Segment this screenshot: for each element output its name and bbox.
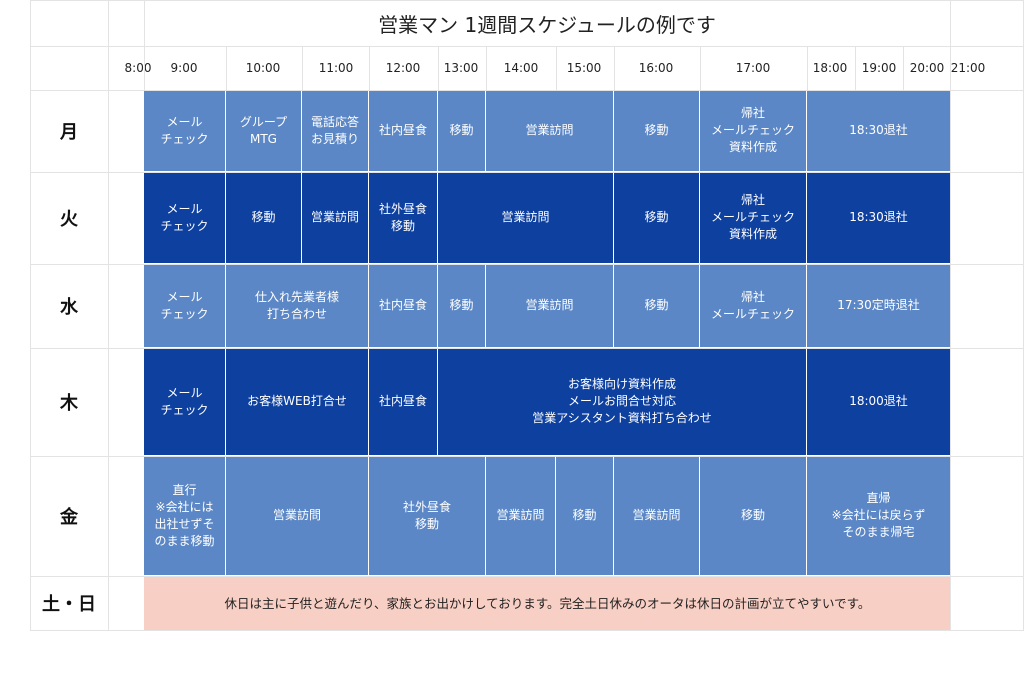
event-thu-desk-work: お客様向け資料作成 メールお問合せ対応 営業アシスタント資料打ち合わせ <box>438 348 807 456</box>
event-mon-phone-estimate: 電話応答 お見積り <box>302 90 369 172</box>
event-tue-move: 移動 <box>226 172 302 264</box>
grid-line <box>30 0 1024 1</box>
day-label-mon: 月 <box>60 122 78 143</box>
event-mon-move-2: 移動 <box>614 90 700 172</box>
grid-line <box>30 456 1024 457</box>
event-tue-mail-check: メール チェック <box>144 172 226 264</box>
time-label-10: 10:00 <box>245 61 281 75</box>
grid-line <box>226 46 227 90</box>
event-thu-web-meeting: お客様WEB打合せ <box>226 348 369 456</box>
time-label-18: 18:00 <box>812 61 848 75</box>
time-label-19: 19:00 <box>861 61 897 75</box>
grid-line <box>144 0 145 90</box>
grid-line <box>30 46 1024 47</box>
day-label-weekend: 土・日 <box>42 594 96 615</box>
event-wed-leave: 17:30定時退社 <box>807 264 951 348</box>
day-label-fri: 金 <box>60 507 78 528</box>
event-wed-mail-check: メール チェック <box>144 264 226 348</box>
event-fri-sales-visit-3: 営業訪問 <box>614 456 700 576</box>
time-label-15: 15:00 <box>566 61 602 75</box>
grid-line <box>30 264 1024 265</box>
event-wed-move-2: 移動 <box>614 264 700 348</box>
time-label-11: 11:00 <box>318 61 354 75</box>
event-wed-sales-visit: 営業訪問 <box>486 264 614 348</box>
time-label-16: 16:00 <box>638 61 674 75</box>
grid-line <box>30 90 1024 91</box>
event-mon-sales-visit: 営業訪問 <box>486 90 614 172</box>
event-fri-move: 移動 <box>556 456 614 576</box>
event-mon-lunch: 社内昼食 <box>369 90 438 172</box>
grid-line <box>950 0 951 630</box>
grid-line <box>108 0 109 630</box>
day-label-thu: 木 <box>60 393 78 414</box>
time-label-8: 8:00 <box>124 61 152 75</box>
grid-line <box>369 46 370 90</box>
grid-line <box>302 46 303 90</box>
event-tue-move-2: 移動 <box>614 172 700 264</box>
grid-line <box>30 0 31 630</box>
grid-line <box>903 46 904 90</box>
grid-line <box>700 46 701 90</box>
event-fri-lunch-out: 社外昼食 移動 <box>369 456 486 576</box>
time-label-9: 9:00 <box>170 61 198 75</box>
time-label-17: 17:00 <box>735 61 771 75</box>
grid-line <box>807 46 808 90</box>
event-tue-leave: 18:30退社 <box>807 172 951 264</box>
event-tue-return-office: 帰社 メールチェック 資料作成 <box>700 172 807 264</box>
day-label-wed: 水 <box>60 297 78 318</box>
time-label-13: 13:00 <box>443 61 479 75</box>
day-label-tue: 火 <box>60 209 78 230</box>
page-title: 営業マン 1週間スケジュールの例です <box>378 12 716 37</box>
event-tue-lunch-out: 社外昼食 移動 <box>369 172 438 264</box>
time-label-14: 14:00 <box>503 61 539 75</box>
grid-line <box>438 46 439 90</box>
event-thu-mail-check: メール チェック <box>144 348 226 456</box>
event-wed-move: 移動 <box>438 264 486 348</box>
time-header-row: 8:00 9:00 10:00 11:00 12:00 13:00 14:00 … <box>108 46 1024 90</box>
grid-line <box>855 46 856 90</box>
event-weekend-note: 休日は主に子供と遊んだり、家族とお出かけしております。完全土日休みのオータは休日… <box>144 576 951 630</box>
grid-line <box>30 348 1024 349</box>
grid-line <box>30 576 1024 577</box>
grid-line <box>614 46 615 90</box>
event-thu-leave: 18:00退社 <box>807 348 951 456</box>
event-fri-move-2: 移動 <box>700 456 807 576</box>
event-mon-leave: 18:30退社 <box>807 90 951 172</box>
grid-line <box>30 630 1024 631</box>
event-wed-supplier-meeting: 仕入れ先業者様 打ち合わせ <box>226 264 369 348</box>
event-wed-lunch: 社内昼食 <box>369 264 438 348</box>
event-fri-direct-go: 直行 ※会社には 出社せずそ のまま移動 <box>144 456 226 576</box>
event-tue-sales-visit-2: 営業訪問 <box>438 172 614 264</box>
event-mon-move: 移動 <box>438 90 486 172</box>
event-mon-group-mtg: グループ MTG <box>226 90 302 172</box>
grid-line <box>556 46 557 90</box>
event-mon-return-office: 帰社 メールチェック 資料作成 <box>700 90 807 172</box>
time-label-12: 12:00 <box>385 61 421 75</box>
grid-line <box>30 172 1024 173</box>
time-label-20: 20:00 <box>909 61 945 75</box>
time-label-21: 21:00 <box>950 61 986 75</box>
event-thu-lunch: 社内昼食 <box>369 348 438 456</box>
event-mon-mail-check: メール チェック <box>144 90 226 172</box>
event-wed-return-office: 帰社 メールチェック <box>700 264 807 348</box>
event-fri-sales-visit: 営業訪問 <box>226 456 369 576</box>
event-fri-direct-return: 直帰 ※会社には戻らず そのまま帰宅 <box>807 456 951 576</box>
grid-line <box>486 46 487 90</box>
event-tue-sales-visit: 営業訪問 <box>302 172 369 264</box>
event-fri-sales-visit-2: 営業訪問 <box>486 456 556 576</box>
